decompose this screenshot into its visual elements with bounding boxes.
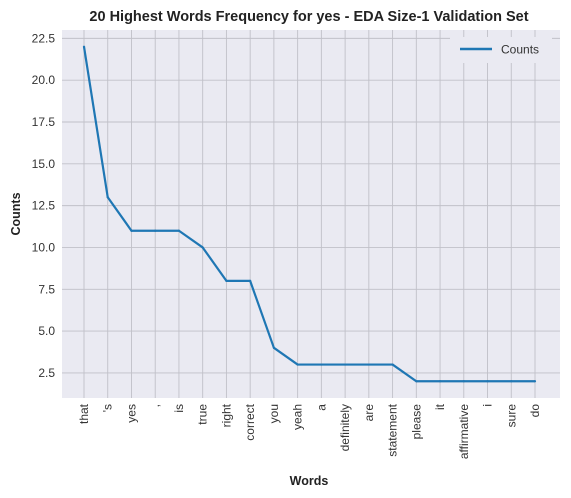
y-tick-label: 12.5 [32,199,56,213]
data-point [130,229,133,232]
x-tick-label: affirmative [457,404,471,459]
x-tick-label: please [409,404,423,440]
data-point [344,363,347,366]
data-point [510,380,513,383]
x-tick-label: you [267,404,281,423]
chart-title: 20 Highest Words Frequency for yes - EDA… [89,9,528,25]
x-tick-label: a [314,404,328,411]
y-tick-label: 22.5 [32,31,56,45]
x-tick-label: definitely [338,404,352,451]
x-tick-label: yes [124,404,138,423]
x-tick-label: i [481,404,495,407]
x-axis-label: Words [290,474,329,488]
data-point [367,363,370,366]
data-point [82,45,86,48]
data-point [415,380,418,383]
y-tick-label: 5.0 [38,324,55,338]
data-point [154,229,157,232]
data-point [320,363,323,366]
series-line [82,46,535,383]
data-point [201,246,204,249]
x-tick-label: that [77,403,91,424]
y-axis-label: Counts [9,192,23,235]
y-tick-label: 15.0 [32,157,56,171]
x-tick-label: , [148,404,162,407]
x-tick-label: do [528,404,542,418]
data-point [177,229,181,232]
data-point [438,380,442,383]
legend-label: Counts [501,43,539,57]
x-tick-label: right [219,403,233,427]
legend: Counts [450,37,552,63]
data-point [249,279,252,283]
y-tick-label: 2.5 [38,366,55,380]
data-point [106,196,109,199]
y-axis-ticks: 2.5 5.0 7.5 10.0 12.5 15.0 17.5 20.0 22.5 [32,31,56,380]
data-point [225,279,228,283]
x-tick-label: are [362,404,376,422]
x-tick-label: correct [243,403,257,440]
x-tick-label: sure [504,404,518,428]
data-point [272,346,275,349]
series-group [82,45,537,383]
data-point [391,363,394,366]
y-tick-label: 17.5 [32,115,56,129]
data-point [533,380,537,383]
x-tick-label: it [433,403,447,410]
data-point [296,363,299,366]
y-tick-label: 10.0 [32,240,56,254]
data-point [462,380,465,383]
x-tick-label: 's [101,404,115,412]
y-tick-label: 7.5 [38,282,55,296]
x-axis-ticks: that 's yes, is true right correct you yeah a defi… [77,403,542,459]
data-point [486,380,489,383]
x-tick-label: is [172,404,186,413]
y-tick-label: 20.0 [32,73,56,87]
grid-lines [62,30,560,398]
x-tick-label: true [196,404,210,425]
plot-area [62,30,560,398]
x-tick-label: yeah [291,404,305,430]
x-tick-label: statement [386,403,400,456]
